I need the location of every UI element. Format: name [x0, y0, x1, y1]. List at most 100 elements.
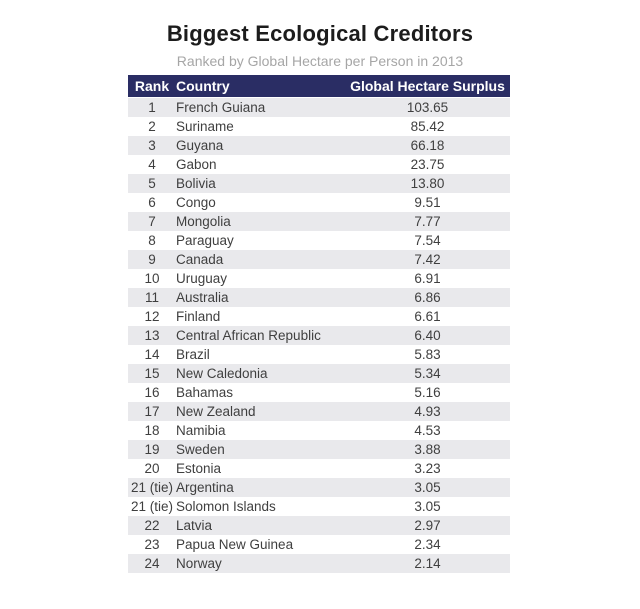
country-cell: Solomon Islands — [176, 499, 276, 514]
country-cell: Argentina — [176, 480, 234, 495]
rank-cell: 17 — [144, 404, 160, 419]
table-row: 5 Bolivia 13.80 — [128, 174, 510, 193]
rank-cell: 22 — [144, 518, 160, 533]
country-cell: Congo — [176, 195, 216, 210]
country-cell: Norway — [176, 556, 222, 571]
surplus-cell: 23.75 — [410, 157, 445, 172]
country-cell: Latvia — [176, 518, 213, 533]
rank-cell: 23 — [144, 537, 160, 552]
country-cell: Bahamas — [176, 385, 234, 400]
rank-cell: 15 — [144, 366, 160, 381]
rank-cell: 21 (tie) — [130, 499, 174, 514]
surplus-cell: 3.88 — [414, 442, 441, 457]
table-row: 24 Norway 2.14 — [128, 554, 510, 573]
rank-cell: 16 — [144, 385, 160, 400]
table-row: 2 Suriname 85.42 — [128, 117, 510, 136]
country-cell: Bolivia — [176, 176, 216, 191]
country-cell: Paraguay — [176, 233, 234, 248]
surplus-cell: 9.51 — [414, 195, 441, 210]
table-row: 20 Estonia 3.23 — [128, 459, 510, 478]
rank-cell: 5 — [148, 176, 156, 191]
country-cell: New Zealand — [176, 404, 256, 419]
surplus-cell: 2.34 — [414, 537, 441, 552]
rank-cell: 20 — [144, 461, 160, 476]
page-title: Biggest Ecological Creditors — [166, 21, 474, 46]
page-subtitle: Ranked by Global Hectare per Person in 2… — [176, 53, 464, 69]
rank-cell: 10 — [144, 271, 160, 286]
table-row: 21 (tie) Solomon Islands 3.05 — [128, 497, 510, 516]
country-cell: Gabon — [176, 157, 217, 172]
surplus-cell: 3.05 — [414, 480, 441, 495]
table-row: 1 French Guiana 103.65 — [128, 97, 510, 117]
column-header-surplus: Global Hectare Surplus — [345, 75, 510, 98]
rank-cell: 13 — [144, 328, 160, 343]
table-row: 22 Latvia 2.97 — [128, 516, 510, 535]
country-cell: Namibia — [176, 423, 226, 438]
column-header-country: Country — [176, 75, 345, 98]
table-row: 7 Mongolia 7.77 — [128, 212, 510, 231]
table-body: 1 French Guiana 103.65 2 Suriname 85.42 3 Guyan… — [128, 97, 510, 573]
surplus-cell: 5.16 — [414, 385, 441, 400]
creditors-table: Rank Country Global Hectare Surplus 1 Fre… — [128, 75, 510, 573]
country-cell: Suriname — [176, 119, 234, 134]
table-row: 11 Australia 6.86 — [128, 288, 510, 307]
surplus-cell: 7.77 — [414, 214, 441, 229]
table-row: 18 Namibia 4.53 — [128, 421, 510, 440]
surplus-cell: 6.40 — [414, 328, 441, 343]
country-cell: French Guiana — [176, 100, 266, 115]
country-cell: New Caledonia — [176, 366, 268, 381]
country-cell: Central African Republic — [176, 328, 321, 343]
surplus-cell: 13.80 — [410, 176, 445, 191]
surplus-cell: 3.23 — [414, 461, 441, 476]
rank-cell: 6 — [148, 195, 156, 210]
surplus-cell: 103.65 — [406, 100, 449, 115]
surplus-cell: 2.14 — [414, 556, 441, 571]
country-cell: Finland — [176, 309, 221, 324]
surplus-cell: 2.97 — [414, 518, 441, 533]
rank-cell: 7 — [148, 214, 156, 229]
surplus-cell: 4.93 — [414, 404, 441, 419]
table-row: 23 Papua New Guinea 2.34 — [128, 535, 510, 554]
surplus-cell: 85.42 — [410, 119, 445, 134]
country-cell: Papua New Guinea — [176, 537, 294, 552]
country-cell: Brazil — [176, 347, 210, 362]
rank-cell: 12 — [144, 309, 160, 324]
country-cell: Australia — [176, 290, 229, 305]
column-header-rank: Rank — [128, 75, 176, 98]
table-row: 12 Finland 6.61 — [128, 307, 510, 326]
table-row: 3 Guyana 66.18 — [128, 136, 510, 155]
rank-cell: 4 — [148, 157, 156, 172]
table-header: Rank Country Global Hectare Surplus — [128, 75, 510, 98]
country-cell: Estonia — [176, 461, 222, 476]
table-row: 9 Canada 7.42 — [128, 250, 510, 269]
country-cell: Guyana — [176, 138, 224, 153]
rank-cell: 2 — [148, 119, 156, 134]
table-row: 16 Bahamas 5.16 — [128, 383, 510, 402]
table-row: 19 Sweden 3.88 — [128, 440, 510, 459]
country-cell: Uruguay — [176, 271, 228, 286]
rank-cell: 1 — [148, 100, 156, 115]
table-row: 15 New Caledonia 5.34 — [128, 364, 510, 383]
surplus-cell: 6.91 — [414, 271, 441, 286]
table-row: 10 Uruguay 6.91 — [128, 269, 510, 288]
table-row: 17 New Zealand 4.93 — [128, 402, 510, 421]
table-row: 14 Brazil 5.83 — [128, 345, 510, 364]
country-cell: Mongolia — [176, 214, 231, 229]
table-row: 21 (tie) Argentina 3.05 — [128, 478, 510, 497]
surplus-cell: 5.34 — [414, 366, 441, 381]
country-cell: Sweden — [176, 442, 225, 457]
rank-cell: 21 (tie) — [130, 480, 174, 495]
rank-cell: 14 — [144, 347, 160, 362]
rank-cell: 3 — [148, 138, 156, 153]
surplus-cell: 3.05 — [414, 499, 441, 514]
surplus-cell: 7.42 — [414, 252, 441, 267]
surplus-cell: 4.53 — [414, 423, 441, 438]
rank-cell: 19 — [144, 442, 160, 457]
country-cell: Canada — [176, 252, 224, 267]
table-row: 13 Central African Republic 6.40 — [128, 326, 510, 345]
surplus-cell: 6.61 — [414, 309, 441, 324]
table-row: 6 Congo 9.51 — [128, 193, 510, 212]
surplus-cell: 7.54 — [414, 233, 441, 248]
header-row: Rank Country Global Hectare Surplus — [128, 75, 510, 98]
